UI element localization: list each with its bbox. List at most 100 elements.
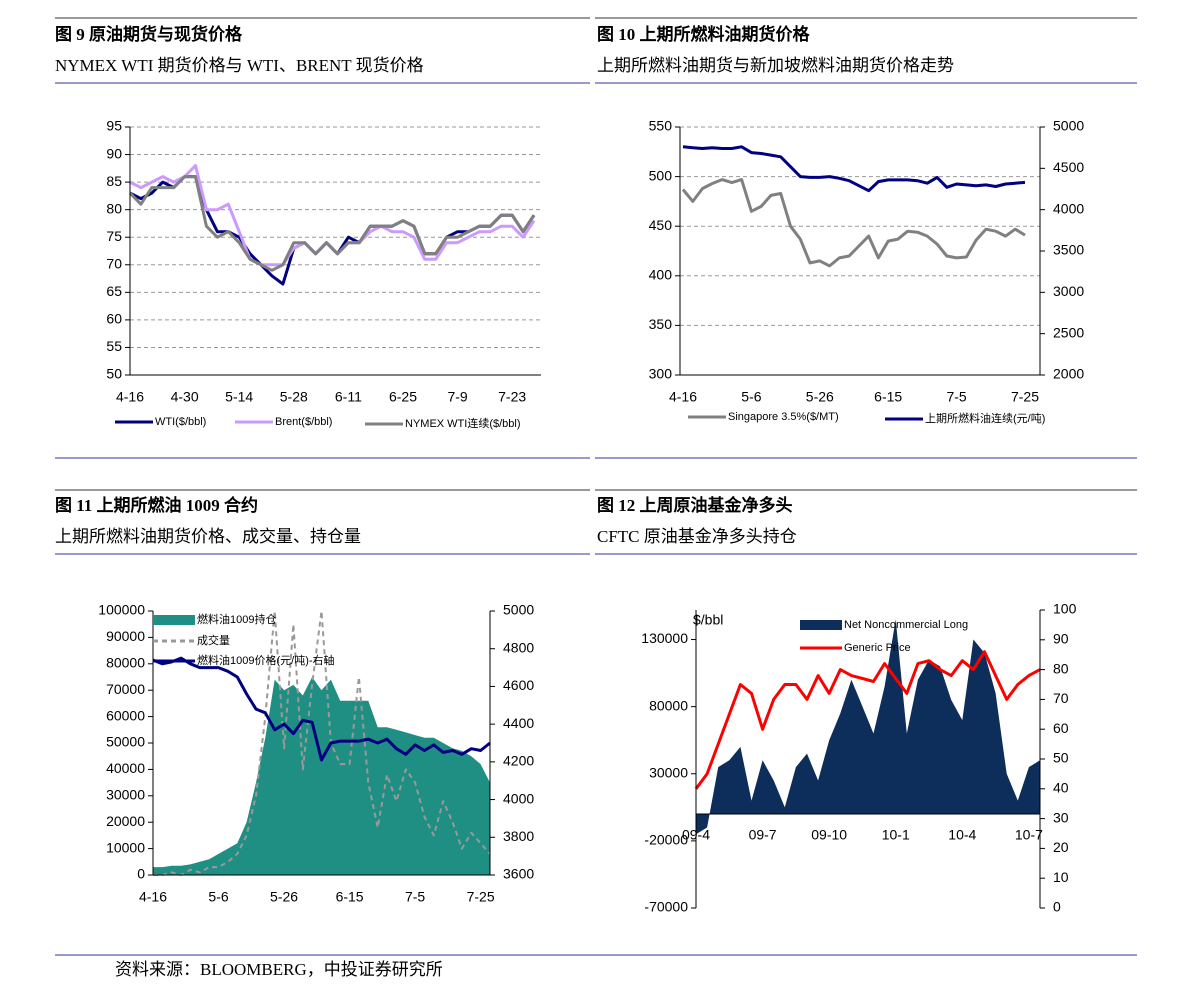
y2-tick-label: 3000: [1053, 283, 1084, 299]
x-tick-label: 4-16: [116, 389, 144, 405]
y2-tick-label: 50: [1053, 750, 1069, 766]
legend-label: Net Noncommercial Long: [844, 619, 968, 631]
x-tick-label: 7-5: [946, 389, 966, 405]
y-tick-label: 30000: [649, 764, 688, 780]
y2-tick-label: 4500: [1053, 159, 1084, 175]
x-tick-label: 7-9: [447, 389, 467, 405]
y2-tick-label: 80: [1053, 660, 1069, 676]
x-tick-label: 6-25: [389, 389, 417, 405]
y2-tick-label: 30: [1053, 809, 1069, 825]
y2-tick-label: 4000: [503, 790, 534, 806]
x-tick-label: 4-30: [171, 389, 199, 405]
y-tick-label: 450: [649, 217, 673, 233]
x-tick-label: 5-6: [741, 389, 761, 405]
y2-tick-label: 5000: [503, 602, 534, 618]
y-tick-label: 0: [137, 866, 145, 882]
line: [153, 610, 491, 876]
y-tick-label: 80000: [649, 697, 688, 713]
y-axis-label: $/bbl: [693, 612, 723, 628]
y-tick-label: 20000: [106, 813, 145, 829]
legend-swatch: [153, 615, 195, 625]
y-tick-label: 50: [106, 366, 122, 382]
y2-tick-label: 4800: [503, 639, 534, 655]
y2-tick-label: 20: [1053, 839, 1069, 855]
y2-tick-label: 90: [1053, 631, 1069, 647]
y2-tick-label: 4600: [503, 677, 534, 693]
legend-label: WTI($/bbl): [155, 416, 206, 428]
line: [128, 175, 536, 272]
y-tick-label: 40000: [106, 760, 145, 776]
legend-label: Singapore 3.5%($/MT): [728, 411, 839, 423]
legend-label: Generic Price: [844, 642, 911, 654]
y2-tick-label: 2000: [1053, 366, 1084, 382]
x-tick-label: 5-26: [270, 889, 298, 905]
y-tick-label: -70000: [644, 899, 688, 915]
line: [682, 145, 1026, 193]
x-tick-label: 5-14: [225, 389, 253, 405]
x-tick-label: 10-4: [948, 827, 976, 843]
y-tick-label: 30000: [106, 787, 145, 803]
chart: 图 12 上周原油基金净多头 CFTC 原油基金净多头持仓 -70000 -20000…: [597, 495, 1077, 915]
y-tick-label: 60: [106, 311, 122, 327]
legend-label: 成交量: [197, 633, 230, 647]
y-tick-label: 70000: [106, 681, 145, 697]
y-tick-label: -20000: [644, 832, 688, 848]
legend-label: NYMEX WTI连续($/bbl): [405, 416, 521, 430]
x-tick-label: 7-25: [1011, 389, 1039, 405]
x-tick-label: 4-16: [139, 889, 167, 905]
x-tick-label: 6-15: [336, 889, 364, 905]
x-tick-label: 09-4: [682, 827, 710, 843]
rules: [55, 17, 1137, 956]
y-tick-label: 10000: [106, 839, 145, 855]
figure-title: 图 11 上期所燃油 1009 合约: [55, 495, 258, 515]
y2-tick-label: 5000: [1053, 118, 1084, 134]
x-tick-label: 09-7: [749, 827, 777, 843]
y-tick-label: 80000: [106, 655, 145, 671]
x-tick-label: 4-16: [669, 389, 697, 405]
x-tick-label: 10-1: [882, 827, 910, 843]
y2-tick-label: 40: [1053, 780, 1069, 796]
y2-tick-label: 60: [1053, 720, 1069, 736]
x-tick-label: 09-10: [811, 827, 847, 843]
legend-label: 上期所燃料油连续(元/吨): [925, 411, 1045, 425]
x-tick-label: 5-28: [280, 389, 308, 405]
y-tick-label: 80: [106, 200, 122, 216]
x-tick-label: 7-25: [467, 889, 495, 905]
y-tick-label: 100000: [98, 602, 145, 618]
legend-label: Brent($/bbl): [275, 416, 332, 428]
y-tick-label: 300: [649, 366, 673, 382]
figure-subtitle: 上期所燃料油期货与新加坡燃料油期货价格走势: [597, 56, 954, 75]
figure-title: 图 9 原油期货与现货价格: [55, 24, 243, 44]
y2-tick-label: 2500: [1053, 324, 1084, 340]
x-tick-label: 6-11: [335, 389, 362, 405]
y-tick-label: 55: [106, 338, 122, 354]
y-tick-label: 550: [649, 118, 673, 134]
area: [153, 677, 490, 875]
y-tick-label: 60000: [106, 707, 145, 723]
y2-tick-label: 10: [1053, 869, 1069, 885]
y2-tick-label: 4200: [503, 753, 534, 769]
y-tick-label: 500: [649, 167, 673, 183]
y-tick-label: 65: [106, 283, 122, 299]
chart: 图 9 原油期货与现货价格 NYMEX WTI 期货价格与 WTI、BRENT 现…: [55, 24, 541, 430]
figure-title: 图 10 上期所燃料油期货价格: [597, 24, 810, 44]
y2-tick-label: 0: [1053, 899, 1061, 915]
y2-tick-label: 3600: [503, 866, 534, 882]
area: [696, 619, 1040, 835]
x-tick-label: 7-5: [405, 889, 425, 905]
line: [694, 650, 1041, 790]
y2-tick-label: 4400: [503, 715, 534, 731]
y-tick-label: 400: [649, 267, 673, 283]
line: [681, 178, 1026, 268]
y-tick-label: 50000: [106, 734, 145, 750]
figure-subtitle: CFTC 原油基金净多头持仓: [597, 527, 797, 546]
x-tick-label: 10-7: [1015, 827, 1043, 843]
y-tick-label: 85: [106, 173, 122, 189]
legend-label: 燃料油1009价格(元/吨)-右轴: [197, 653, 335, 667]
figure-subtitle: 上期所燃料油期货价格、成交量、持仓量: [55, 527, 361, 546]
figure-title: 图 12 上周原油基金净多头: [597, 495, 793, 515]
y-tick-label: 75: [106, 228, 122, 244]
